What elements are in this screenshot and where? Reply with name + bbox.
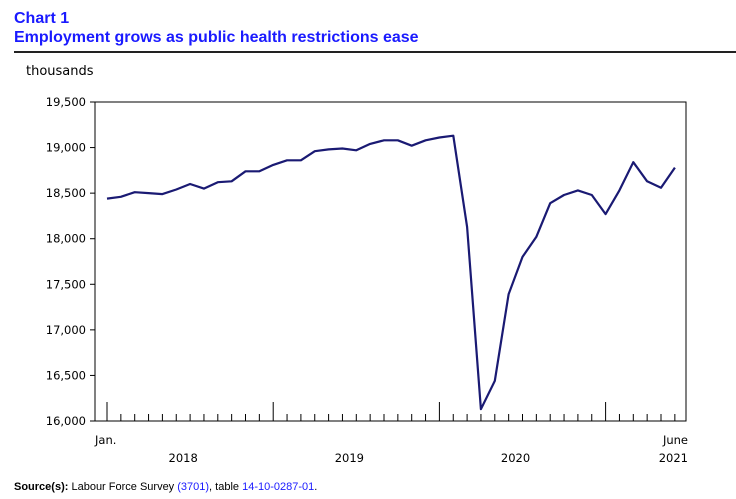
y-tick-label: 16,000 — [46, 414, 86, 428]
source-note: Source(s): Labour Force Survey (3701), t… — [14, 481, 317, 493]
y-axis-unit-label: thousands — [26, 64, 94, 79]
table-id-link[interactable]: 14-10-0287-01 — [242, 481, 315, 493]
y-tick-label: 18,500 — [46, 186, 86, 200]
chart-title: Employment grows as public health restri… — [14, 29, 419, 46]
x-year-label: 2018 — [169, 451, 198, 465]
plot-frame — [94, 101, 687, 422]
source-survey: Labour Force Survey — [71, 481, 175, 493]
source-table-text: , table — [209, 481, 240, 493]
x-year-label: 2019 — [335, 451, 364, 465]
y-tick-label: 19,000 — [46, 141, 86, 155]
title-divider — [14, 51, 736, 53]
x-year-label: 2020 — [501, 451, 530, 465]
x-year-labels: 2018 2019 2020 2021 — [169, 451, 688, 465]
x-start-label: Jan. — [94, 433, 116, 447]
y-tick-label: 17,000 — [46, 323, 86, 337]
y-tick-label: 17,500 — [46, 277, 86, 291]
x-end-label: June — [662, 433, 688, 447]
y-axis-ticks: 16,000 16,500 17,000 17,500 18,000 18,500 19,0… — [46, 95, 95, 428]
y-tick-label: 16,500 — [46, 368, 86, 382]
chart-number: Chart 1 — [14, 10, 70, 27]
x-year-label: 2021 — [659, 451, 688, 465]
y-tick-label: 18,000 — [46, 232, 86, 246]
source-label: Source(s): — [14, 481, 69, 493]
x-axis-ticks — [106, 402, 676, 421]
source-end: . — [314, 481, 318, 493]
title-block: Chart 1 Employment grows as public healt… — [14, 9, 419, 47]
employment-series-line — [106, 134, 676, 411]
y-tick-label: 19,500 — [46, 95, 86, 109]
survey-code-link[interactable]: (3701) — [177, 481, 210, 493]
